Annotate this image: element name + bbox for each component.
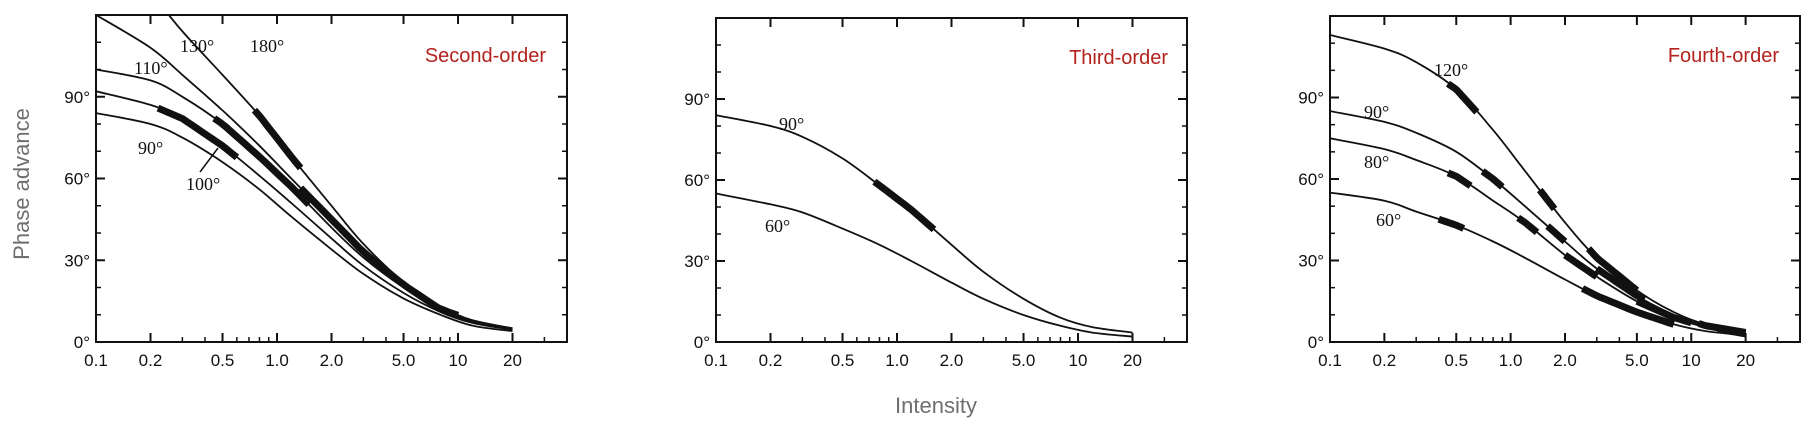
y-tick-label: 30°: [684, 252, 710, 271]
y-tick-label: 30°: [1298, 252, 1324, 271]
series-line-90deg: [96, 112, 513, 332]
x-tick-label: 5.0: [1625, 351, 1649, 370]
y-tick-label: 0°: [1308, 333, 1324, 352]
highlight-segment: [1480, 168, 1505, 190]
highlight-segment: [298, 185, 460, 319]
x-tick-label: 20: [1123, 351, 1142, 370]
x-tick-label: 2.0: [1553, 351, 1577, 370]
highlight-segment: [251, 107, 304, 171]
highlight-segment: [872, 178, 937, 233]
highlight-segment: [1437, 215, 1466, 232]
curves: [1330, 34, 1747, 338]
x-tick-label: 0.1: [704, 351, 728, 370]
label-leader: [199, 147, 219, 173]
highlight-segment: [1563, 252, 1599, 280]
highlight-segment: [1545, 223, 1568, 245]
x-tick-label: 0.2: [139, 351, 163, 370]
curve-label: 180°: [250, 36, 284, 56]
curve-label: 120°: [1434, 60, 1468, 80]
curve-label: 100°: [186, 174, 220, 194]
panel-title: Second-order: [425, 45, 547, 67]
y-tick-label: 60°: [64, 170, 90, 189]
y-tick-label: 30°: [64, 251, 90, 270]
series-line-80deg: [1330, 137, 1746, 335]
panel-title: Third-order: [1069, 47, 1168, 69]
highlight-segment: [1537, 187, 1558, 212]
x-tick-label: 0.2: [1373, 351, 1397, 370]
highlight-segment: [1446, 169, 1473, 189]
curve-label: 130°: [180, 36, 214, 56]
x-tick-label: 2.0: [940, 351, 964, 370]
highlight-segment: [1585, 246, 1640, 294]
highlight-segment: [156, 104, 240, 161]
x-tick-label: 2.0: [320, 351, 344, 370]
curve-label: 110°: [134, 58, 168, 78]
x-tick-label: 10: [449, 351, 468, 370]
y-tick-label: 90°: [64, 88, 90, 107]
highlight-segment: [1580, 285, 1675, 328]
series-line-60deg: [716, 192, 1133, 338]
x-tick-label: 5.0: [392, 351, 416, 370]
chart-panel-1: 0° 30° 60° 90° 0.1 0.2 0.5 1.0 2.0 5.0 10 20 130° 180…: [64, 14, 568, 370]
highlight-segment: [1445, 80, 1480, 115]
x-tick-label: 0.5: [1444, 351, 1468, 370]
curves: [716, 114, 1133, 338]
curve-label: 90°: [1364, 102, 1389, 122]
x-axis-label: Intensity: [895, 393, 977, 418]
x-tick-label: 0.5: [211, 351, 235, 370]
x-tick-label: 0.2: [759, 351, 783, 370]
panel-title: Fourth-order: [1668, 45, 1779, 67]
x-tick-label: 0.1: [1318, 351, 1342, 370]
highlight-segment: [1635, 298, 1693, 327]
curve-label: 80°: [1364, 152, 1389, 172]
x-tick-label: 1.0: [265, 351, 289, 370]
y-tick-label: 90°: [1298, 89, 1324, 108]
y-tick-label: 60°: [1298, 170, 1324, 189]
highlight-segment: [1594, 265, 1647, 303]
curve-label: 60°: [765, 216, 790, 236]
y-tick-label: 90°: [684, 90, 710, 109]
curve-label: 90°: [138, 138, 163, 158]
x-tick-label: 1.0: [1499, 351, 1523, 370]
x-tick-label: 0.5: [831, 351, 855, 370]
curve-label: 90°: [779, 114, 804, 134]
highlight-segment: [212, 115, 312, 207]
x-tick-label: 1.0: [885, 351, 909, 370]
x-tick-label: 20: [503, 351, 522, 370]
y-tick-label: 0°: [74, 333, 90, 352]
highlight-segment: [1516, 214, 1540, 235]
y-tick-label: 60°: [684, 171, 710, 190]
x-tick-label: 20: [1736, 351, 1755, 370]
series-line-120deg: [1330, 34, 1746, 332]
x-tick-label: 5.0: [1012, 351, 1036, 370]
chart-panel-2: 0° 30° 60° 90° 0.1 0.2 0.5 1.0 2.0 5.0 10 20 90° 60° T…: [684, 17, 1188, 370]
y-tick-label: 0°: [694, 333, 710, 352]
series-line-60deg: [1330, 191, 1746, 337]
y-axis-label: Phase advance: [9, 108, 34, 260]
x-tick-label: 10: [1682, 351, 1701, 370]
curve-label: 60°: [1376, 210, 1401, 230]
x-tick-label: 0.1: [84, 351, 108, 370]
series-line-110deg: [96, 68, 513, 330]
curves: [96, 15, 513, 332]
chart-panel-3: 0° 30° 60° 90° 0.1 0.2 0.5 1.0 2.0 5.0 10 20 120° 90°…: [1298, 15, 1801, 370]
x-tick-label: 10: [1069, 351, 1088, 370]
highlight-segment: [1717, 325, 1747, 338]
